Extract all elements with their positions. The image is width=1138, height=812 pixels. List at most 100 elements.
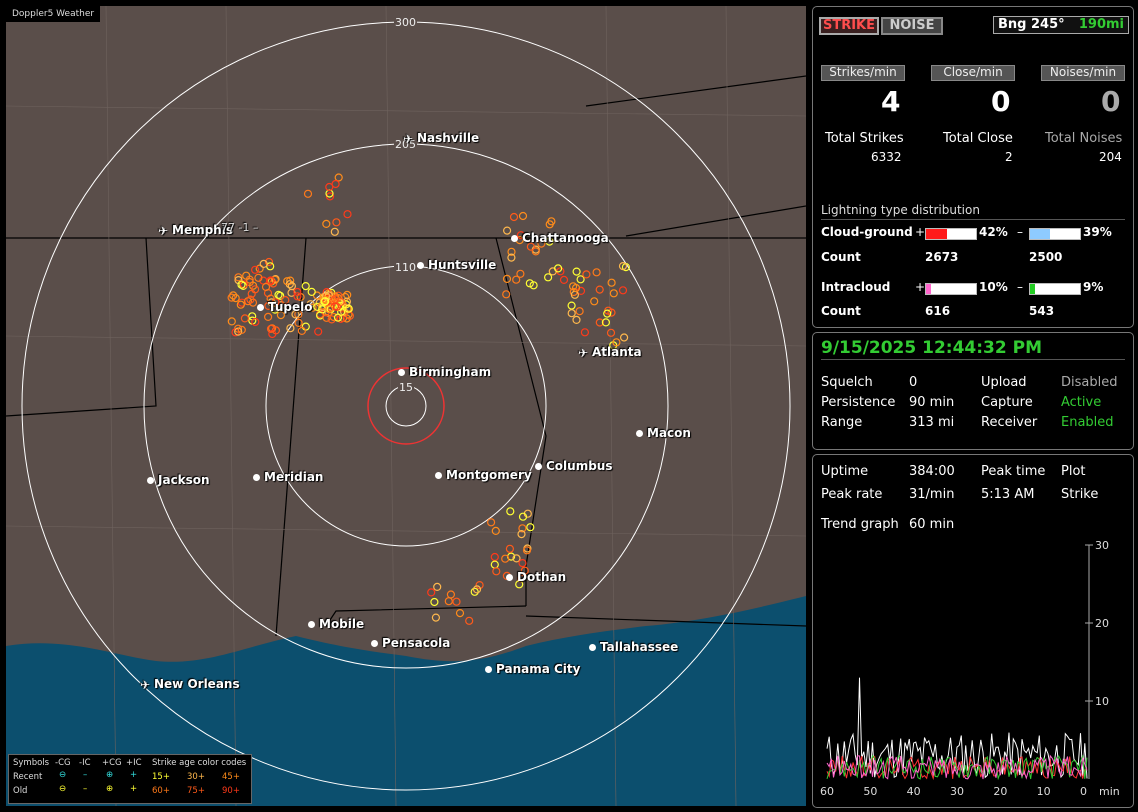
strike-marker [297, 326, 306, 335]
plot-value[interactable]: Strike [1061, 487, 1099, 502]
strike-marker [287, 282, 296, 291]
status-key-2: Range [821, 415, 863, 430]
uptime-label: Uptime [821, 464, 869, 479]
legend-old-pos-cg-icon: ⊕ [106, 784, 114, 794]
trend-x-tick-label: 30 [950, 785, 964, 798]
strike-marker [264, 301, 273, 310]
legend-age-75: 75+ [187, 786, 205, 796]
strike-marker [227, 293, 236, 302]
strike-marker [430, 597, 439, 607]
noises-per-min-label[interactable]: Noises/min [1041, 65, 1125, 81]
peak-time-label: Peak time [981, 464, 1046, 479]
trend-x-tick-label: 60 [820, 785, 834, 798]
cg-positive-count: 2673 [925, 250, 959, 264]
strike-marker [571, 283, 581, 293]
strike-marker [301, 322, 310, 331]
legend-col-pos-cg: +CG [102, 758, 122, 768]
cg-negative-bar [1029, 228, 1081, 240]
strike-marker [465, 616, 474, 625]
city-label-birmingham: Birmingham [409, 365, 492, 379]
status-key2-2: Receiver [981, 415, 1038, 430]
strike-marker [325, 192, 335, 201]
strike-marker [229, 291, 238, 300]
strike-marker [516, 574, 526, 583]
strike-legend: Symbols -CG -IC +CG +IC Strike age color… [8, 754, 252, 804]
strike-marker [517, 529, 526, 539]
strike-marker [601, 318, 611, 327]
strike-marker [234, 273, 243, 282]
ic-minus-sign: – [1017, 280, 1023, 294]
trend-x-tick-label: 50 [863, 785, 877, 798]
total-close-value: 2 [1005, 150, 1013, 164]
strike-marker [444, 597, 453, 606]
strike-markers [227, 173, 631, 625]
city-label-mobile: Mobile [319, 617, 365, 631]
trend-line-1 [826, 755, 1088, 781]
ic-negative-bar [1029, 283, 1081, 295]
strike-marker [452, 597, 461, 606]
status-value-2: 313 mi [909, 415, 955, 430]
strike-marker [427, 588, 436, 597]
strikes-per-min-label[interactable]: Strikes/min [821, 65, 905, 81]
status-value2-0: Disabled [1061, 375, 1118, 390]
city-label-tupelo: Tupelo [268, 300, 313, 314]
city-dot-pensacola [371, 640, 378, 647]
close-per-min-label[interactable]: Close/min [931, 65, 1015, 81]
strike-marker [294, 318, 303, 327]
ring-label-15: 15 [398, 381, 414, 394]
legend-recent-pos-cg-icon: ⊕ [106, 770, 114, 780]
strike-marker [337, 307, 346, 316]
noise-mode-button[interactable]: NOISE [881, 17, 943, 35]
city-label-panama-city: Panama City [496, 662, 581, 676]
strike-marker [301, 282, 310, 291]
strike-marker [261, 282, 271, 292]
city-dot-mobile [308, 621, 315, 628]
strike-marker [286, 276, 295, 285]
strike-mode-button[interactable]: STRIKE [819, 17, 879, 35]
legend-old-pos-ic-icon: + [130, 784, 138, 794]
total-strikes-value: 6332 [871, 150, 902, 164]
strike-marker [344, 304, 353, 313]
strike-marker [522, 546, 532, 555]
strike-marker [240, 314, 249, 323]
airport-icon-new-orleans: ✈ [140, 678, 151, 692]
strike-marker [255, 264, 264, 273]
strike-marker [266, 294, 275, 303]
status-value2-2: Enabled [1061, 415, 1114, 430]
legend-col-pos-ic: +IC [126, 758, 142, 768]
strike-marker [567, 309, 576, 318]
strike-marker [264, 257, 274, 267]
strike-marker [268, 329, 277, 339]
county-lines [6, 6, 806, 806]
close-per-min-value: 0 [991, 85, 1011, 118]
strike-marker [575, 307, 584, 316]
status-value-1: 90 min [909, 395, 955, 410]
status-key2-0: Upload [981, 375, 1027, 390]
trend-graph-value[interactable]: 60 min [909, 517, 955, 532]
strike-marker [475, 580, 484, 590]
strike-marker [254, 273, 263, 282]
cg-positive-pct: 42% [979, 225, 1008, 239]
legend-recent-pos-ic-icon: + [130, 770, 138, 780]
city-label-dothan: Dothan [517, 570, 567, 584]
strike-marker [559, 275, 569, 284]
legend-age-90: 90+ [222, 786, 240, 796]
ic-count-label: Count [821, 304, 861, 318]
app-tag: Doppler5 Weather [6, 6, 101, 22]
strike-marker [251, 285, 260, 294]
trend-x-tick-label: 20 [993, 785, 1007, 798]
cloud-ground-label: Cloud-ground [821, 225, 913, 239]
legend-old-neg-cg-icon: ⊖ [59, 784, 67, 794]
strike-marker [572, 315, 581, 324]
radar-map[interactable]: Doppler5 Weather 300 205 110 15 ✈ Nashvil… [6, 6, 806, 806]
strike-marker [580, 328, 590, 337]
city-dot-panama-city [485, 666, 492, 673]
strike-marker [606, 328, 616, 337]
strike-marker [503, 226, 512, 235]
strike-marker [490, 560, 499, 569]
city-dot-meridian [253, 474, 260, 481]
state-borders [6, 75, 806, 637]
strike-marker [505, 544, 514, 553]
total-noises-value: 204 [1099, 150, 1122, 164]
strike-marker [545, 237, 554, 246]
